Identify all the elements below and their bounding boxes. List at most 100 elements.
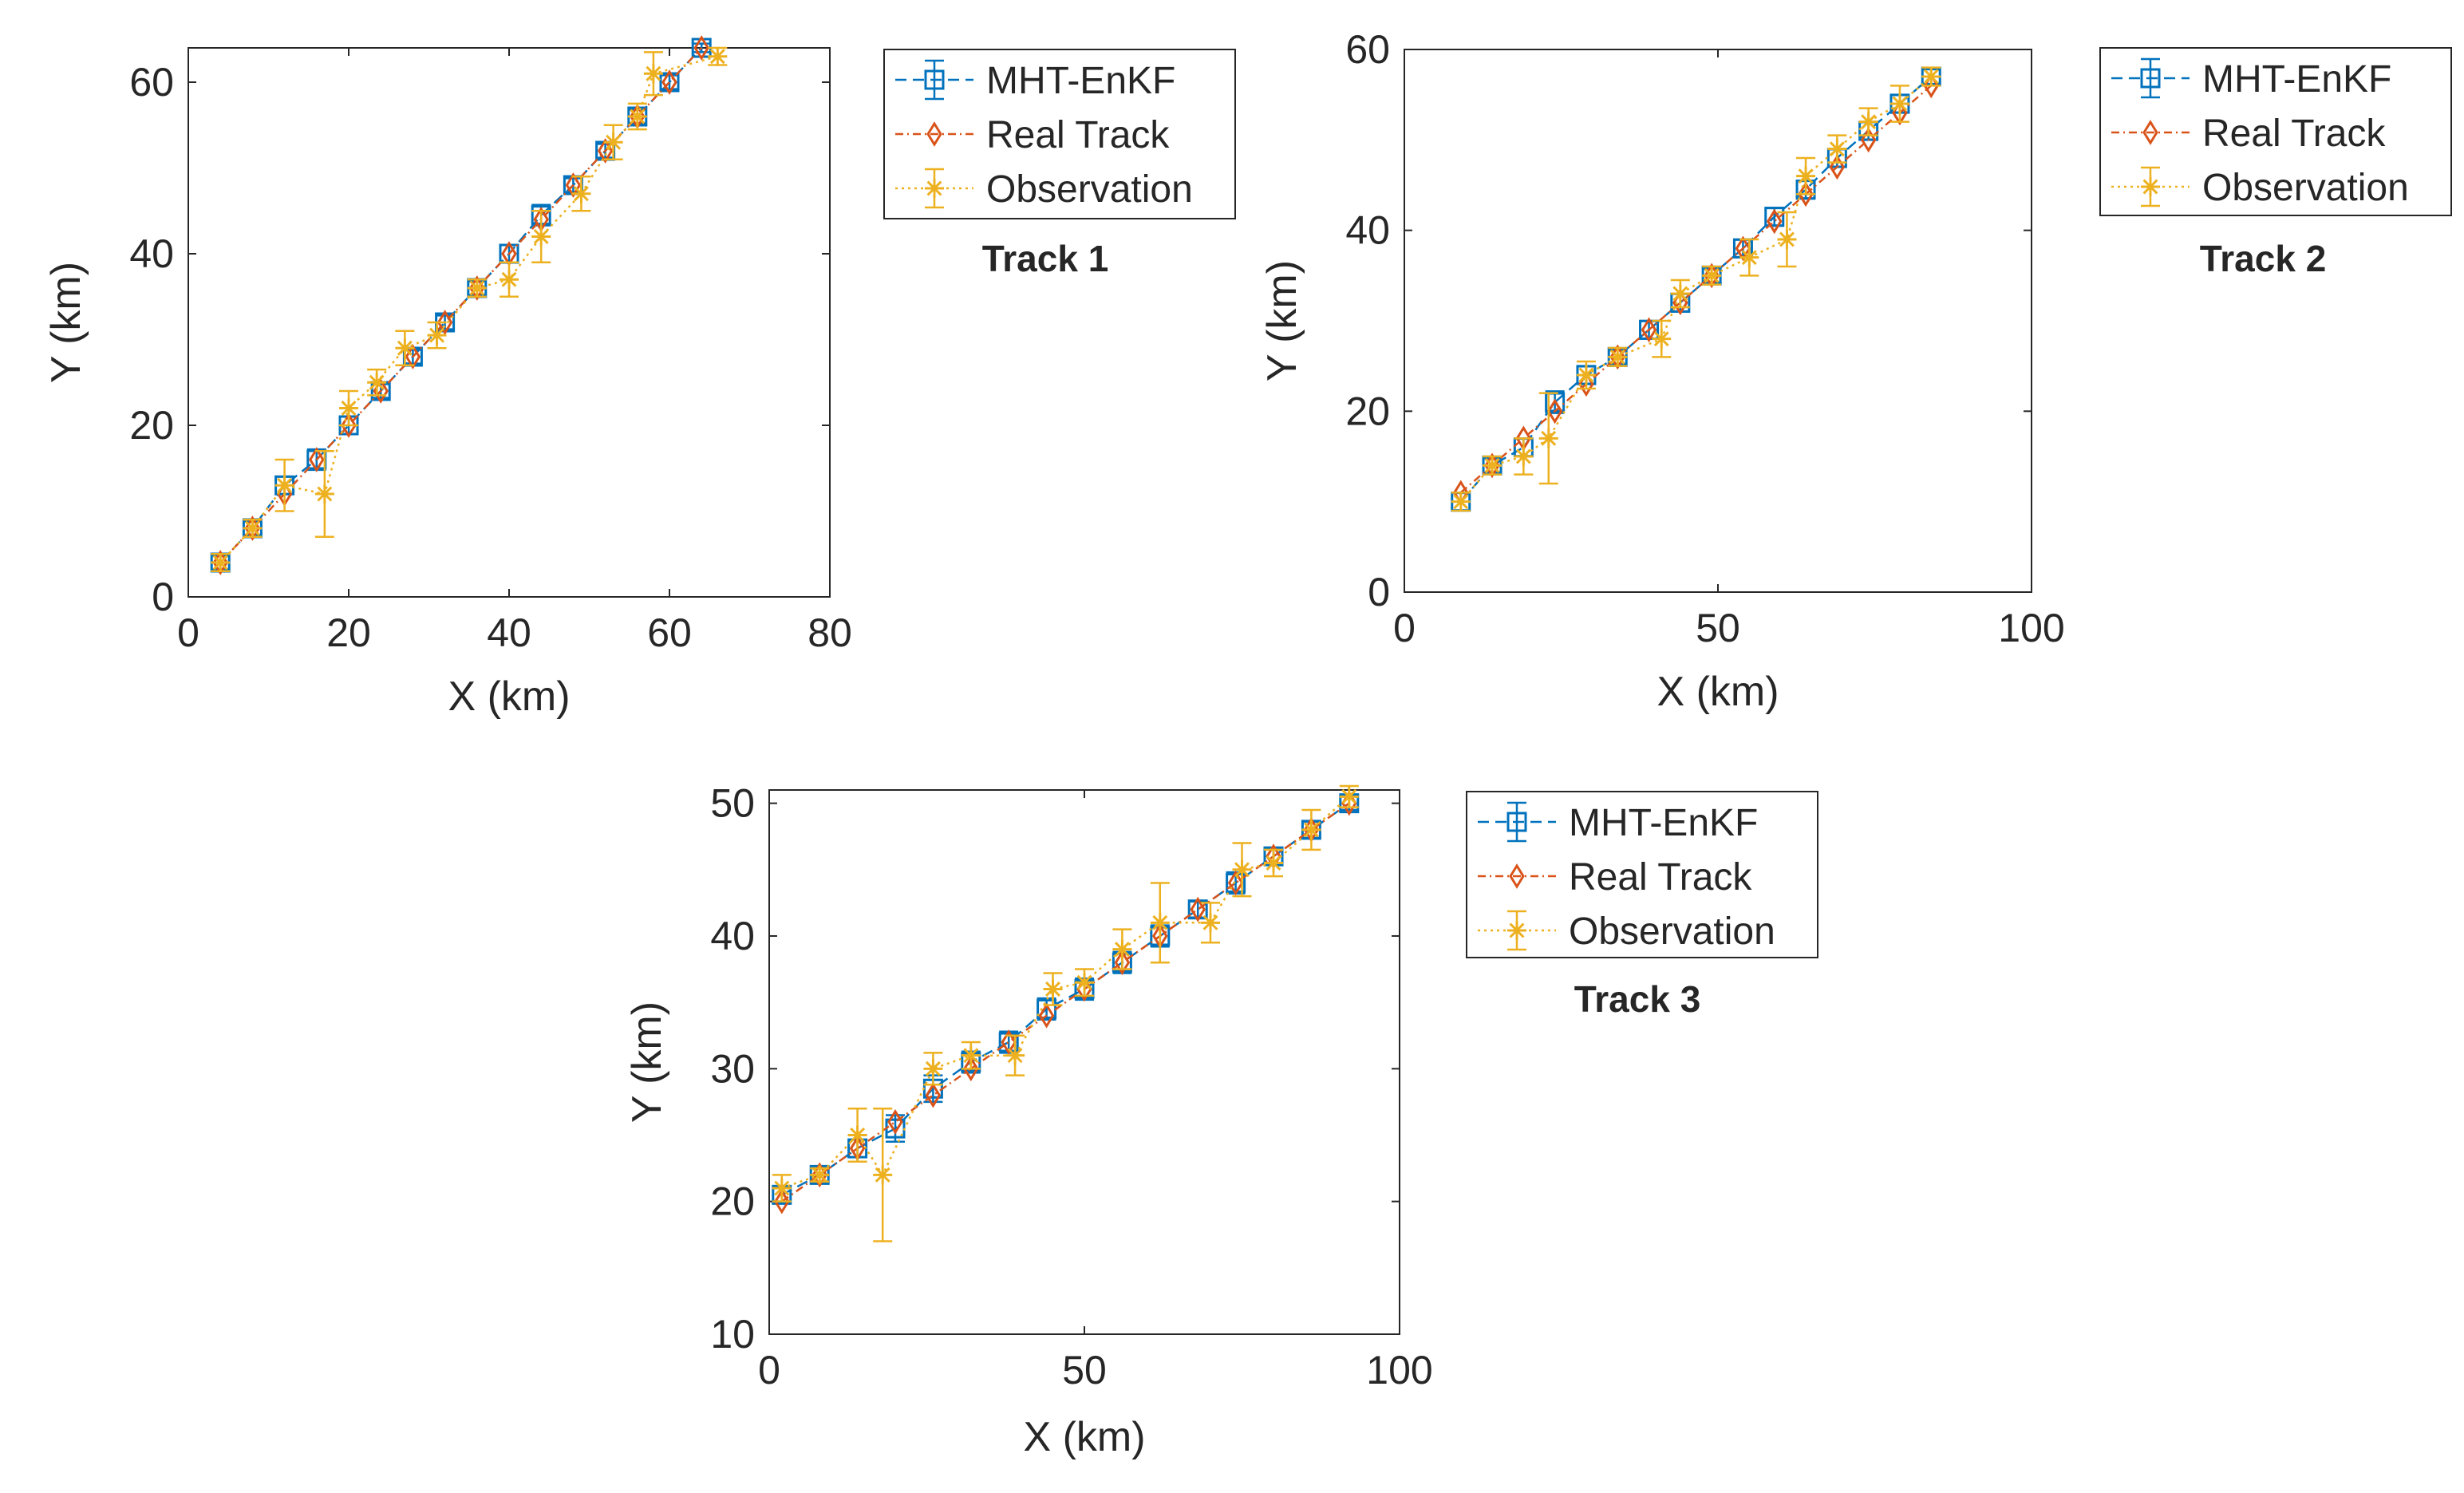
data-point-real (774, 1188, 790, 1215)
y-axis-label: Y (km) (624, 1001, 670, 1123)
plot-area (1404, 49, 2032, 593)
legend: MHT-EnKF Real Track Observation (2099, 47, 2452, 216)
series-line-real (1459, 85, 1933, 494)
legend-label-real: Real Track (986, 114, 1170, 156)
chart-panel-1: 0 20 40 60 80 0 20 40 60 X (km) Y (km) MHT-EnKF Real… (43, 35, 1236, 720)
y-tick-label: 10 (710, 1312, 755, 1357)
y-axis-label: Y (km) (1259, 260, 1305, 381)
data-point-obs (395, 338, 415, 358)
legend-errbar-mht (2141, 57, 2160, 99)
series-line-obs (781, 796, 1350, 1190)
data-point-obs (627, 107, 647, 126)
legend-marker-mht (1506, 812, 1527, 832)
data-point-obs (1796, 166, 1816, 186)
data-point-obs (1483, 456, 1502, 476)
data-point-obs (1608, 347, 1628, 367)
data-point-obs (1702, 266, 1722, 286)
legend-marker-mht (2140, 68, 2161, 89)
data-point-real (963, 1056, 979, 1082)
data-point-obs (1827, 139, 1847, 159)
data-point-obs (923, 1059, 943, 1079)
data-point-obs (1339, 787, 1359, 807)
legend-label-real: Real Track (1569, 856, 1752, 899)
data-point-obs (1005, 1045, 1025, 1065)
y-tick-label: 20 (129, 403, 174, 448)
series-obs (211, 46, 728, 572)
legend-marker-obs (2141, 177, 2160, 196)
data-point-real (925, 1082, 942, 1108)
x-axis-label: X (km) (1656, 669, 1779, 715)
y-tick-label: 30 (710, 1046, 755, 1091)
data-point-obs (1670, 284, 1690, 303)
y-axis-label: Y (km) (43, 262, 89, 383)
data-point-obs (961, 1045, 981, 1065)
data-point-obs (1514, 447, 1534, 466)
data-point-real (887, 1108, 903, 1135)
data-point-obs (1301, 820, 1321, 839)
data-point-obs (427, 326, 447, 346)
data-point-obs (1538, 429, 1558, 448)
series-line-obs (219, 55, 718, 563)
data-point-obs (708, 46, 728, 66)
data-point-real (1001, 1029, 1017, 1055)
data-point-obs (274, 476, 294, 496)
data-point-real (1114, 950, 1131, 976)
legend-label-mht: MHT-EnKF (2202, 58, 2391, 101)
data-point-obs (211, 553, 231, 572)
x-axis-label: X (km) (1023, 1414, 1145, 1460)
y-tick-label: 50 (710, 781, 755, 826)
track-title: Track 3 (1574, 978, 1701, 1020)
x-tick-label: 0 (177, 610, 199, 655)
data-point-real (309, 447, 325, 472)
legend-label-obs: Observation (1569, 910, 1775, 953)
data-point-real (341, 413, 357, 438)
y-tick-label: 60 (1345, 27, 1390, 72)
x-tick-label: 50 (1696, 606, 1740, 650)
data-point-real (1190, 896, 1206, 922)
data-point-real (1735, 235, 1751, 262)
data-point-real (1641, 317, 1657, 343)
data-point-obs (1576, 365, 1596, 385)
data-point-real (1798, 181, 1814, 207)
data-point-obs (1652, 329, 1672, 349)
data-point-obs (1112, 939, 1132, 959)
y-tick-label: 20 (1345, 389, 1390, 433)
data-point-real (436, 310, 453, 335)
data-point-obs (1264, 853, 1283, 873)
series-line-mht (781, 802, 1350, 1196)
x-tick-label: 80 (808, 610, 852, 655)
data-point-real (693, 35, 709, 61)
chart-panel-3: 0 50 100 10 20 30 40 50 X (km) Y (km) MHT-EnKF Real… (624, 781, 1818, 1460)
data-point-obs (571, 184, 591, 203)
y-tick-label: 60 (129, 60, 174, 105)
y-tick-label: 40 (129, 231, 174, 276)
data-point-obs (772, 1179, 792, 1199)
track-title: Track 1 (982, 238, 1109, 279)
series-line-real (781, 802, 1350, 1203)
plot-area (188, 47, 831, 598)
data-point-obs (367, 373, 387, 393)
series-obs (772, 784, 1359, 1242)
data-point-obs (1858, 112, 1878, 132)
legend: MHT-EnKF Real Track Observation (1466, 791, 1818, 958)
chart-panel-2: 0 50 100 0 20 40 60 X (km) Y (km) MHT-EnKF Real Tr… (1259, 27, 2452, 715)
legend-marker-real (2142, 120, 2158, 145)
data-point-obs (847, 1125, 867, 1145)
legend-label-obs: Observation (986, 168, 1193, 211)
data-point-real (1860, 127, 1877, 153)
data-point-obs (1451, 492, 1471, 511)
data-point-obs (1232, 859, 1252, 879)
series-line-obs (1459, 76, 1933, 503)
data-point-obs (314, 484, 334, 504)
legend-label-real: Real Track (2202, 113, 2386, 155)
legend-marker-obs (925, 179, 944, 198)
x-tick-label: 20 (326, 610, 371, 655)
plot-area (768, 789, 1400, 1335)
x-tick-label: 40 (487, 610, 531, 655)
data-point-real (1038, 1002, 1055, 1029)
x-tick-label: 60 (647, 610, 692, 655)
data-point-mht (1764, 207, 1785, 227)
data-point-obs (467, 278, 487, 298)
data-point-real (1829, 154, 1846, 180)
